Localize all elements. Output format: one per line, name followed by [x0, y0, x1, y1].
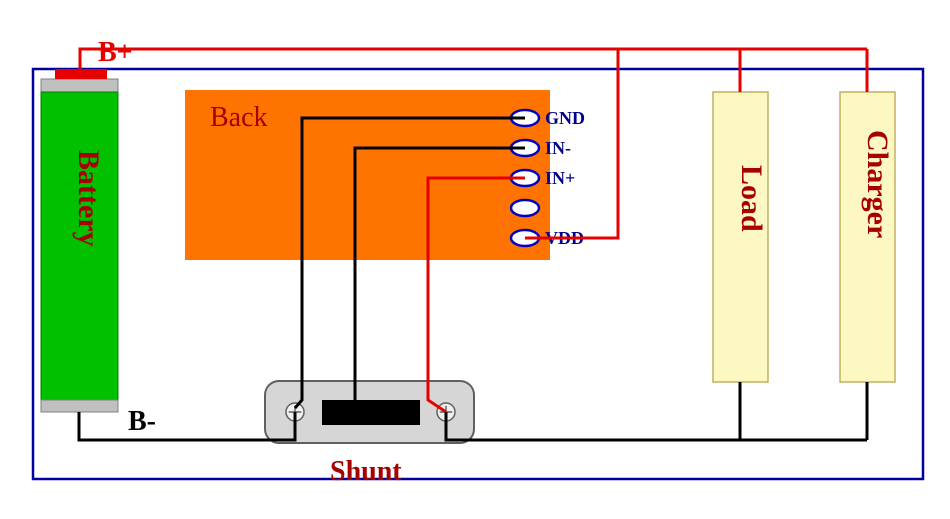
module-label: Back — [210, 102, 268, 133]
battery-positive-terminal — [55, 69, 107, 79]
wire-shunt-bus — [446, 412, 867, 440]
wire-bplus-bus — [80, 49, 867, 69]
module-pin-label: IN+ — [545, 168, 575, 188]
label-bminus: B- — [128, 406, 156, 437]
label-bplus: B+ — [98, 37, 133, 68]
module-pin-label: IN- — [545, 138, 571, 158]
shunt-strap — [322, 400, 420, 425]
battery-cap-top — [41, 79, 118, 92]
shunt-label: Shunt — [330, 456, 402, 487]
wire-bminus-shunt — [79, 412, 295, 440]
module-pin-label: GND — [545, 108, 585, 128]
load-box — [713, 92, 768, 382]
load-label: Load — [735, 165, 768, 232]
battery-cap-bottom — [41, 400, 118, 412]
module-pin — [511, 200, 539, 216]
charger-label: Charger — [861, 130, 894, 238]
battery-label: Battery — [72, 150, 105, 247]
